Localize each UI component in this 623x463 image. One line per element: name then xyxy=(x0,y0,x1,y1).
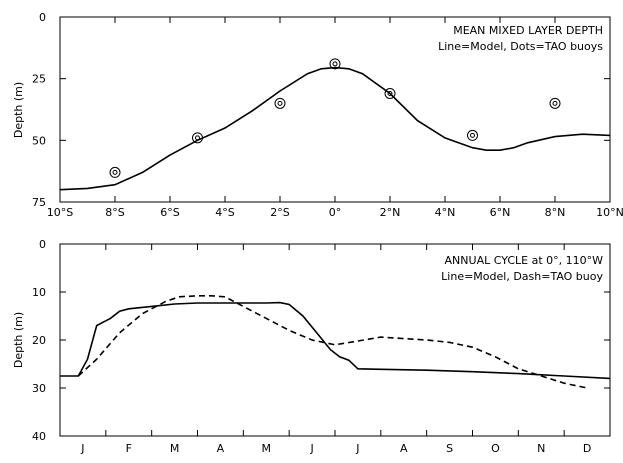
xtick-label: 6°N xyxy=(490,206,511,219)
ytick-label: 10 xyxy=(32,286,46,299)
model-line xyxy=(60,301,611,380)
ylabel-top: Depth (m) xyxy=(12,82,25,138)
series-bottom xyxy=(60,295,611,389)
xtick-label: 2°N xyxy=(380,206,401,219)
month-label: J xyxy=(355,442,359,455)
panel-mean-mixed-layer-depth: MEAN MIXED LAYER DEPTH Line=Model, Dots=… xyxy=(12,11,623,219)
tao-buoy-point xyxy=(384,87,396,99)
title-top: MEAN MIXED LAYER DEPTH xyxy=(453,24,603,37)
xtick-label: 8°N xyxy=(545,206,566,219)
panel-annual-cycle: ANNUAL CYCLE at 0°, 110°W Line=Model, Da… xyxy=(12,238,611,455)
ylabel-bottom: Depth (m) xyxy=(12,312,25,368)
tao-buoy-point xyxy=(329,58,341,70)
tao-buoy-point xyxy=(192,132,203,144)
xtick-label: 2°S xyxy=(270,206,289,219)
tao-buoy-point xyxy=(274,97,286,109)
month-label: N xyxy=(537,442,545,455)
ytick-label: 50 xyxy=(32,134,46,147)
ytick-label: 75 xyxy=(32,196,46,209)
model-line xyxy=(59,66,611,191)
ytick-label: 30 xyxy=(32,382,46,395)
tao-buoy-point xyxy=(549,97,561,109)
xtick-label: 10°N xyxy=(596,206,623,219)
title-bottom: ANNUAL CYCLE at 0°, 110°W xyxy=(445,254,604,267)
month-label: J xyxy=(309,442,313,455)
ytick-label: 0 xyxy=(39,11,46,24)
ytick-label: 0 xyxy=(39,238,46,251)
tao-buoy-point xyxy=(467,129,478,141)
ytick-label: 25 xyxy=(32,73,46,86)
ytick-label: 20 xyxy=(32,334,46,347)
month-label: F xyxy=(126,442,132,455)
month-label: J xyxy=(80,442,84,455)
month-label: O xyxy=(491,442,500,455)
tao-buoy-point xyxy=(109,166,121,178)
tao-buoy-line xyxy=(77,295,588,389)
series-top xyxy=(59,58,611,191)
subtitle-top: Line=Model, Dots=TAO buoys xyxy=(438,40,603,53)
month-label: M xyxy=(262,442,272,455)
month-label: A xyxy=(400,442,408,455)
subtitle-bottom: Line=Model, Dash=TAO buoy xyxy=(441,270,603,283)
xtick-label: 4°N xyxy=(435,206,456,219)
xtick-label: 6°S xyxy=(160,206,179,219)
month-label: S xyxy=(446,442,453,455)
month-label: A xyxy=(217,442,225,455)
xtick-label: 8°S xyxy=(105,206,124,219)
xticks-top: 10°S 8°S 6°S 4°S 2°S 0° 2°N 4°N 6°N 8°N 10°N xyxy=(47,17,623,219)
yticks-top: 0 25 50 75 xyxy=(32,11,610,209)
yticks-bottom: 0 10 20 30 40 xyxy=(32,238,610,443)
month-label: M xyxy=(170,442,180,455)
xtick-label: 10°S xyxy=(47,206,73,219)
xtick-label: 4°S xyxy=(215,206,234,219)
month-label: D xyxy=(583,442,591,455)
ytick-label: 40 xyxy=(32,430,46,443)
xtick-label: 0° xyxy=(329,206,342,219)
